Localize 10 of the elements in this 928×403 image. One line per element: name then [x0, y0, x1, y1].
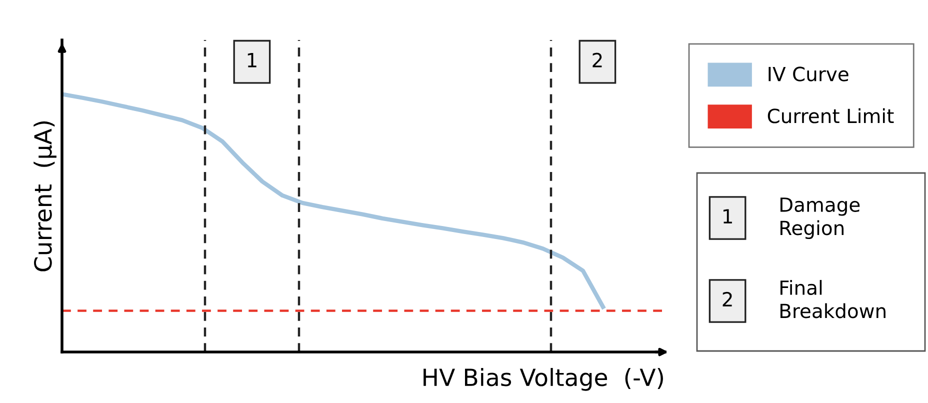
- legend-label: Current Limit: [768, 108, 894, 124]
- text: 2: [722, 292, 732, 306]
- legend-label: IV Curve: [768, 66, 848, 82]
- x-axis-title: HV Bias Voltage (-V): [424, 368, 663, 391]
- text: 2: [592, 52, 602, 68]
- text: 1: [724, 209, 732, 224]
- text: Final Breakdown: [780, 280, 886, 318]
- text: 1: [248, 53, 256, 68]
- y-axis-title: Current (µA): [34, 121, 56, 272]
- text: Damage Region: [780, 198, 860, 240]
